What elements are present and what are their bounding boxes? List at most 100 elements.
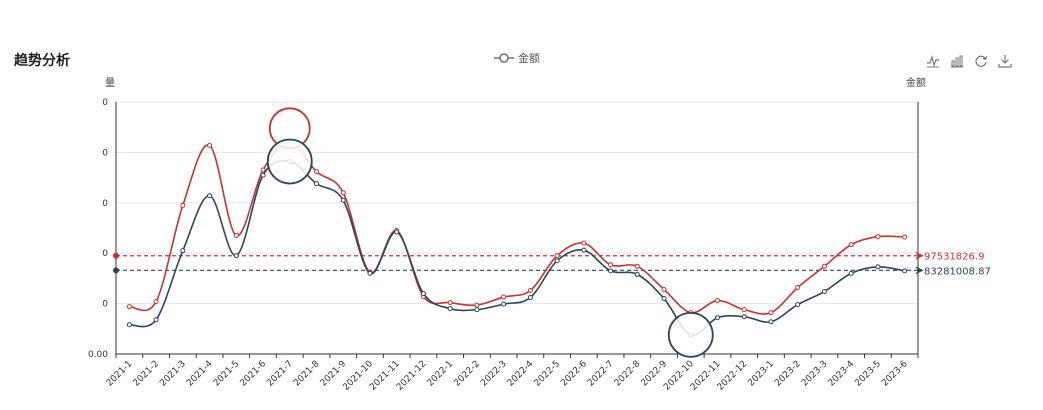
- data-point: [821, 289, 827, 295]
- legend[interactable]: 金额: [494, 50, 540, 66]
- data-point: [260, 172, 266, 178]
- data-point: [715, 298, 720, 304]
- y-tick-label: 0.00: [88, 350, 108, 360]
- data-point: [180, 202, 186, 208]
- bar-chart-icon[interactable]: [950, 54, 964, 68]
- x-tick-label: 2021-3: [158, 359, 188, 389]
- x-tick-label: 2022-8: [613, 359, 643, 389]
- series-line-0: [129, 141, 905, 315]
- x-tick-label: 2022-12: [716, 359, 750, 393]
- x-tick-label: 2021-8: [292, 359, 322, 389]
- y-tick-label: 0: [102, 98, 108, 108]
- data-point: [768, 319, 774, 325]
- y-tick-label: 0: [102, 249, 108, 259]
- download-icon[interactable]: [998, 54, 1012, 68]
- data-point: [554, 258, 560, 264]
- y-tick-label: 0: [102, 148, 108, 158]
- x-tick-label: 2023-5: [853, 359, 883, 389]
- data-point: [608, 268, 614, 274]
- x-tick-label: 2021-2: [132, 359, 162, 389]
- data-point: [768, 310, 774, 316]
- series-line-1: [129, 159, 905, 336]
- data-point: [501, 301, 507, 307]
- x-tick-label: 2023-3: [800, 359, 830, 389]
- legend-label: 金额: [518, 52, 540, 65]
- data-point: [447, 306, 453, 312]
- data-point: [233, 233, 239, 239]
- data-point: [608, 262, 614, 268]
- data-point: [875, 234, 881, 240]
- x-tick-label: 2022-7: [586, 359, 616, 389]
- data-point: [207, 142, 213, 148]
- data-point: [634, 263, 640, 269]
- data-point: [420, 291, 426, 297]
- data-point: [902, 268, 908, 274]
- data-point: [527, 287, 533, 293]
- data-point: [875, 264, 881, 270]
- y-axis-name-right: 金额: [906, 76, 926, 89]
- data-point: [260, 167, 266, 173]
- data-point: [501, 294, 507, 300]
- x-tick-label: 2021-7: [265, 359, 295, 389]
- markline-label: 97531826.9: [924, 252, 984, 263]
- data-point: [821, 263, 827, 269]
- data-point: [848, 242, 854, 248]
- legend-line-circle-icon: [494, 53, 514, 63]
- toolbox: [926, 54, 1012, 68]
- data-point: [474, 302, 480, 308]
- data-point: [314, 181, 319, 187]
- x-tick-label: 2021-4: [185, 359, 215, 389]
- y-axis-name-left: 量: [105, 77, 115, 89]
- data-point: [340, 197, 346, 203]
- x-tick-label: 2023-2: [773, 359, 803, 389]
- data-point: [394, 229, 400, 235]
- refresh-icon[interactable]: [974, 54, 988, 68]
- line-chart-icon[interactable]: [926, 54, 940, 68]
- x-tick-label: 2021-12: [395, 359, 429, 393]
- data-point: [795, 302, 801, 308]
- data-point: [581, 240, 587, 246]
- data-point: [314, 169, 319, 175]
- x-tick-label: 2023-6: [880, 359, 910, 389]
- data-point: [795, 284, 801, 290]
- data-point: [661, 286, 667, 292]
- x-tick-label: 2022-4: [506, 359, 536, 389]
- x-tick-label: 2021-1: [105, 359, 135, 389]
- data-point: [715, 315, 720, 321]
- x-tick-label: 2023-4: [827, 359, 857, 389]
- x-tick-label: 2022-5: [533, 359, 563, 389]
- markline-label: 83281008.87: [924, 266, 991, 277]
- y-tick-label: 0: [102, 199, 108, 209]
- data-point: [581, 247, 587, 253]
- data-point: [126, 322, 132, 328]
- data-point: [126, 304, 132, 310]
- data-point: [527, 295, 533, 301]
- x-tick-label: 2022-6: [559, 359, 589, 389]
- data-point: [233, 253, 239, 259]
- data-point: [741, 307, 747, 313]
- markpoint-bubble: [667, 311, 714, 358]
- data-point: [741, 314, 747, 320]
- x-tick-label: 2022-3: [479, 359, 509, 389]
- data-point: [661, 296, 667, 302]
- y-tick-label: 0: [102, 300, 108, 310]
- data-point: [180, 248, 186, 254]
- x-tick-label: 2022-2: [452, 359, 482, 389]
- data-point: [447, 300, 453, 306]
- x-tick-label: 2021-6: [239, 359, 269, 389]
- page-title: 趋势分析: [14, 53, 70, 69]
- data-point: [848, 270, 854, 276]
- data-point: [367, 270, 373, 276]
- data-point: [474, 307, 480, 313]
- data-point: [554, 253, 560, 259]
- data-point: [153, 299, 159, 305]
- data-point: [902, 234, 908, 240]
- x-tick-label: 2021-5: [212, 359, 242, 389]
- x-tick-label: 2023-1: [746, 359, 776, 389]
- x-tick-label: 2022-1: [426, 359, 456, 389]
- markpoint-bubble: [266, 138, 313, 185]
- data-point: [340, 190, 346, 196]
- data-point: [153, 317, 159, 323]
- data-point: [634, 271, 640, 277]
